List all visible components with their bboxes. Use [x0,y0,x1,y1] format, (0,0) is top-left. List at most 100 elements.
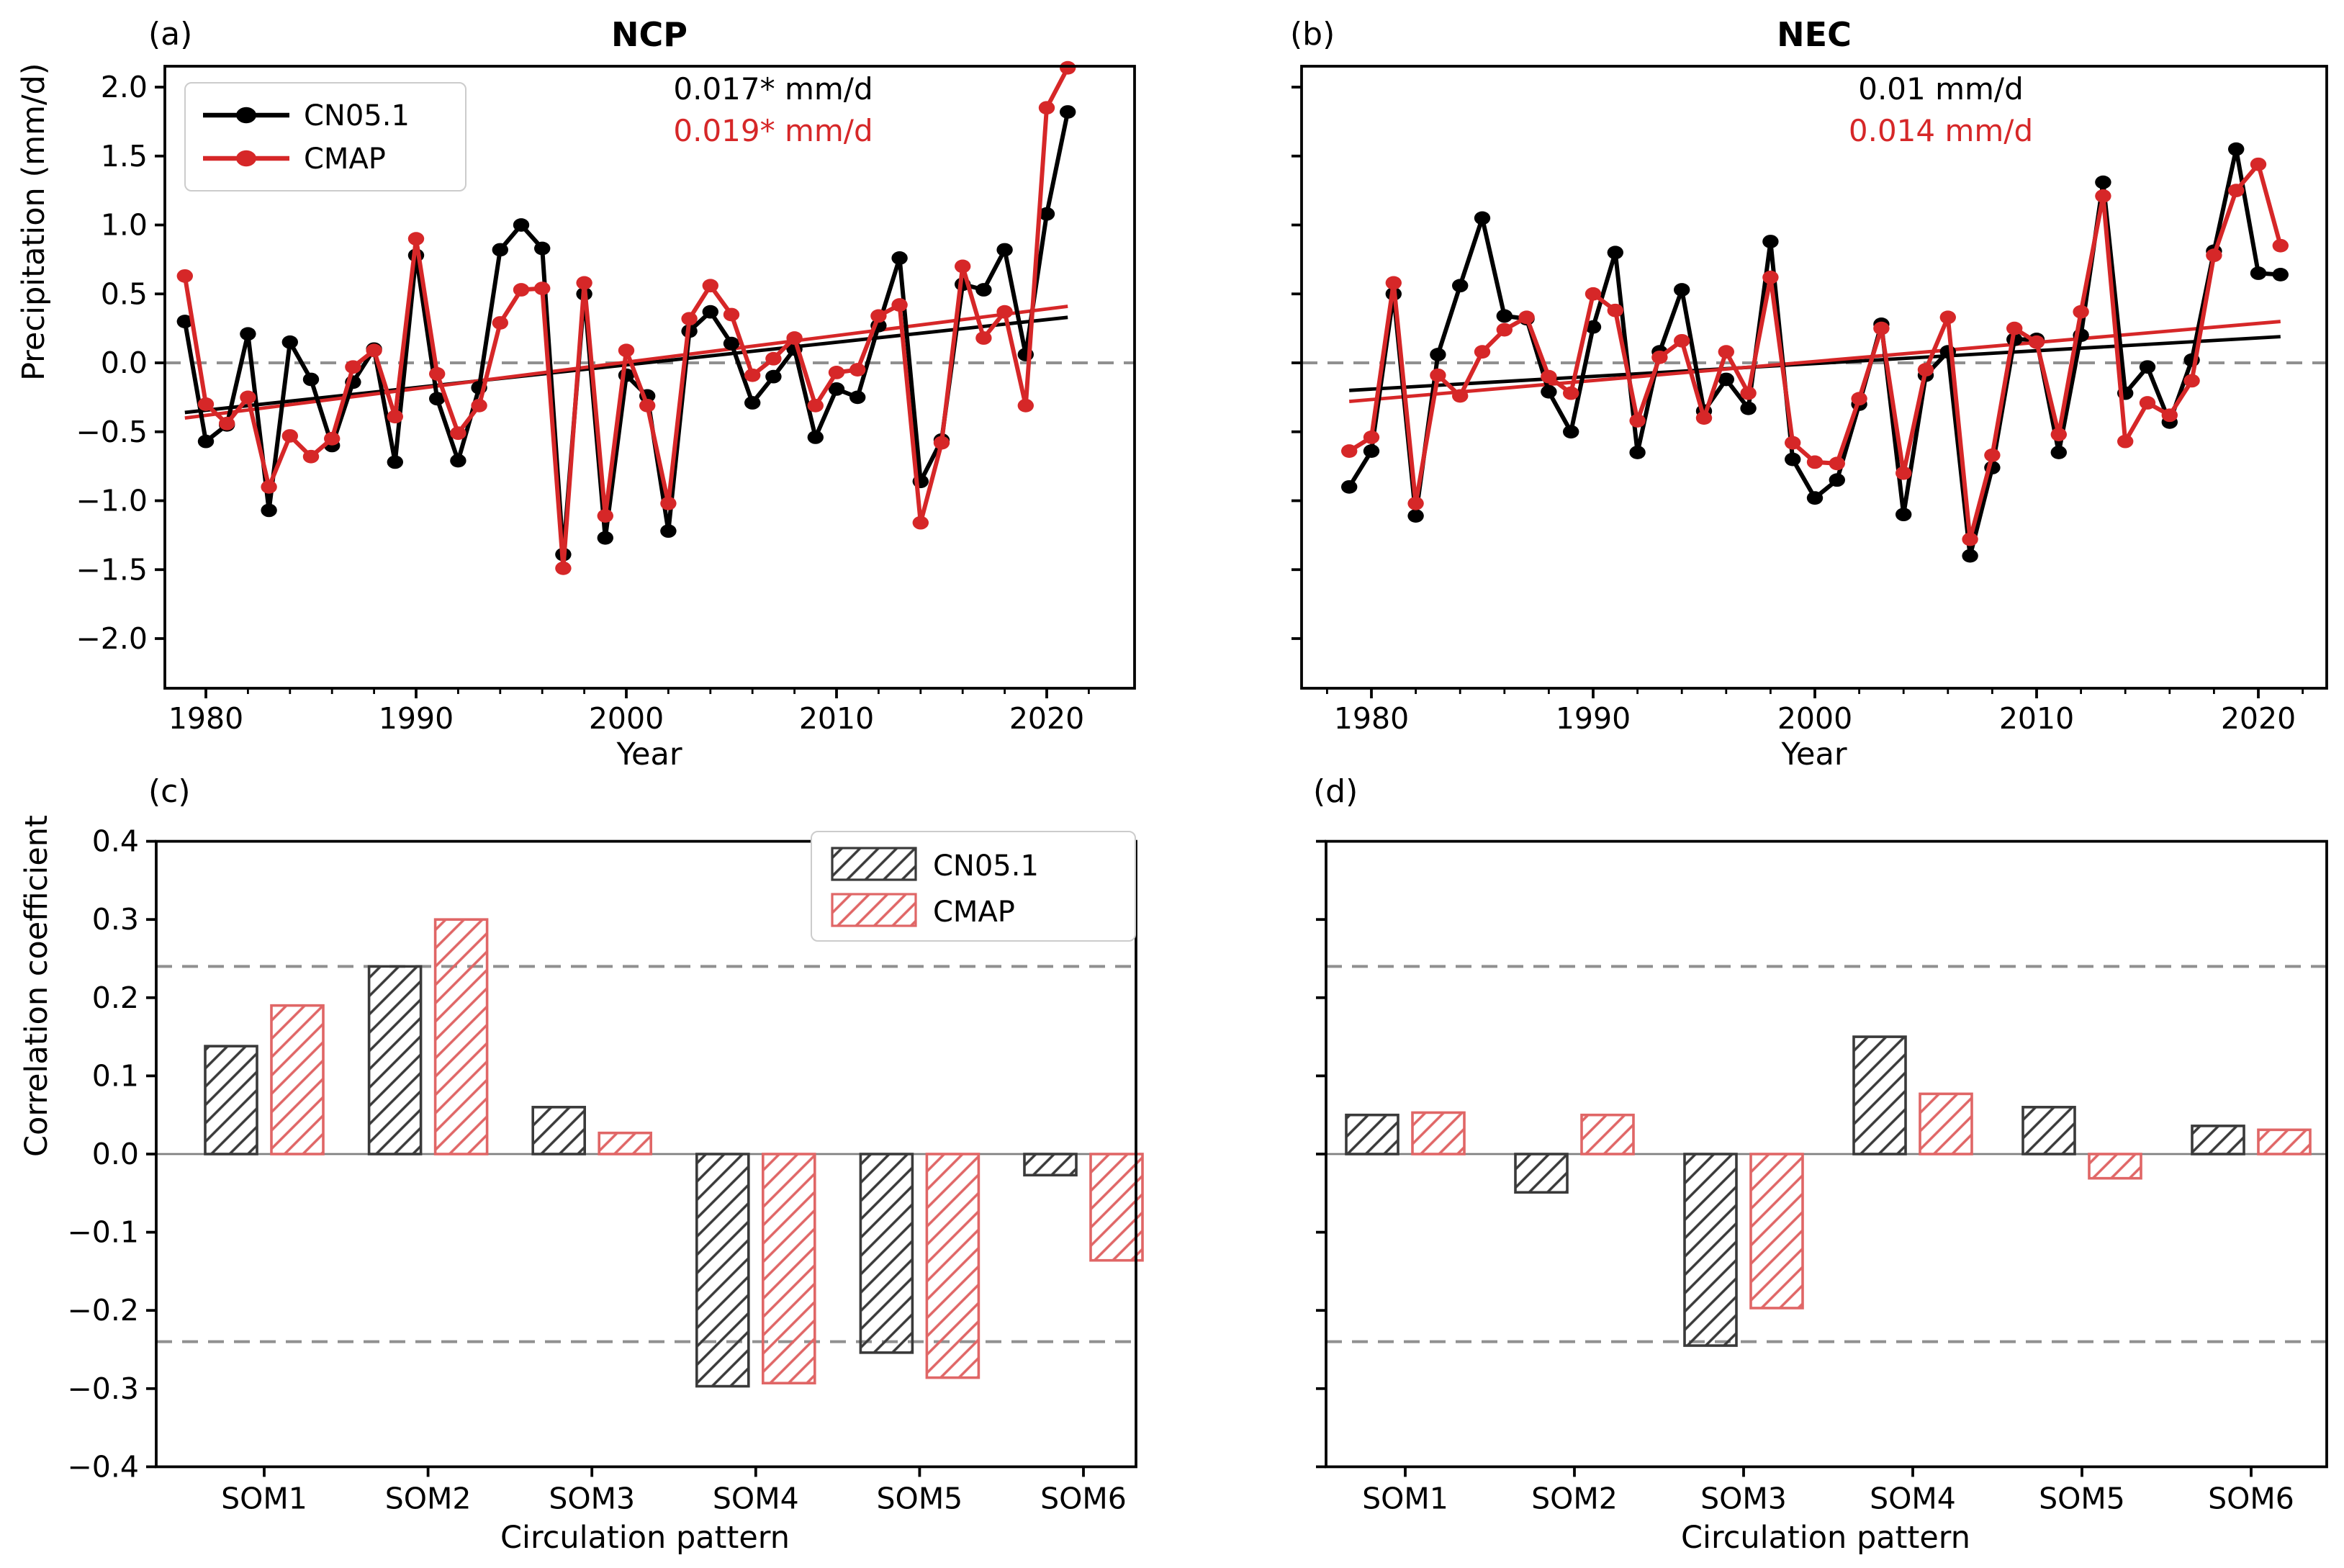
cn051-data-marker [1629,446,1646,459]
cn051-data-marker [2095,175,2111,189]
x-tick-label: SOM4 [713,1481,799,1515]
cmap-data-marker [2139,396,2156,410]
cmap-data-marker [492,316,508,330]
cn051-data-marker [1452,279,1469,293]
panel-c-legend-swatches [831,847,917,927]
cmap-data-marker [2095,189,2111,203]
cn051-data-marker [1038,207,1055,221]
panel-a-legend-swatches [203,107,289,167]
cmap-data-marker [1629,414,1646,428]
panel-a-ylabel: Precipitation (mm/d) [17,63,53,381]
cmap-bar-som1 [270,1004,325,1155]
cn051-data-marker [996,243,1013,257]
cmap-data-marker [1607,303,1623,317]
axes-frame [1325,839,2328,1469]
cmap-data-marker [1785,436,1801,450]
cn051-data-marker [1718,372,1734,387]
cn051-bar-som1 [1345,1113,1399,1155]
cn051-data-marker [302,372,320,387]
cmap-data-marker [744,368,761,382]
cmap-data-marker [1651,350,1668,364]
x-tick-label: 2000 [1777,701,1852,736]
cmap-data-marker [1851,392,1867,406]
x-tick-label: SOM5 [877,1481,963,1515]
x-tick-label: SOM2 [1531,1481,1618,1515]
cn051-data-marker [849,390,866,405]
panel-c-legend-label-cn051: CN05.1 [933,848,1039,883]
y-tick-label: −0.3 [67,1371,139,1406]
cmap-data-marker [849,363,866,377]
cmap-data-marker [933,436,950,450]
y-tick-label: −0.1 [67,1215,139,1250]
cn051-data-marker [1806,491,1824,505]
cn051-data-marker [513,218,530,232]
cmap-bar-som3 [1749,1153,1804,1310]
cmap-data-marker [534,281,551,295]
cmap-data-marker [1038,101,1055,115]
axes-frame [155,839,1137,1469]
y-tick-label: 1.5 [101,139,148,174]
cmap-data-marker [1984,448,2001,462]
cmap-trend-line [1348,320,2281,404]
cmap-data-marker [870,309,887,323]
cn051-data-marker [891,251,908,265]
cmap-bar-som2 [433,918,489,1155]
cn051-data-marker [1674,283,1690,297]
cmap-data-marker [1452,389,1469,403]
y-tick-label: 0.0 [92,1137,139,1171]
cn051-data-marker [660,524,677,539]
cn051-bar-som6 [1023,1153,1078,1177]
cmap-data-marker [723,307,740,322]
x-tick-label: 1980 [1334,701,1409,736]
cmap-data-marker [1430,368,1446,382]
y-tick-label: 0.2 [92,981,139,1015]
cmap-data-marker [2183,374,2200,388]
panel-c-ylabel: Correlation coefficient [19,815,55,1157]
cn051-data-marker [1585,320,1602,334]
cmap-data-marker [1939,310,1956,325]
cmap-data-marker [2250,157,2267,171]
cmap-data-marker [1962,532,1978,546]
legend-cmap-bar-swatch [831,893,917,927]
cn051-data-marker [1962,549,1978,563]
cmap-data-marker [2206,248,2222,263]
cmap-data-marker [597,509,613,523]
cmap-data-marker [471,398,487,413]
y-tick-label: 0.5 [101,276,148,311]
cmap-data-marker [366,343,382,358]
cn051-data-marker [1785,452,1801,467]
cn051-trend-line [1349,335,2281,392]
cmap-data-marker [387,410,403,424]
panel-a-trend-annotation-cmap: 0.019* mm/d [673,114,873,148]
x-tick-label: SOM1 [221,1481,307,1515]
cn051-data-marker [702,305,718,319]
cn051-data-marker [1541,384,1557,399]
cn051-data-marker [1740,401,1757,415]
cmap-data-marker [2161,408,2178,423]
cn051-bar-som3 [1683,1153,1738,1347]
cn051-data-marker [1060,105,1076,119]
cn051-data-marker [2228,142,2245,156]
cn051-data-marker [807,431,824,444]
cmap-data-marker [891,298,908,312]
cmap-bar-som4 [1919,1092,1973,1155]
cn051-bar-som4 [695,1153,750,1388]
cn051-data-marker [1607,245,1623,260]
panel-b-trend-annotation-cmap: 0.014 mm/d [1848,114,2034,148]
y-tick-label: 0.1 [92,1058,139,1093]
cn051-data-marker [1407,509,1424,523]
panel-a-legend-label-cmap: CMAP [304,141,386,176]
cmap-bar-som3 [598,1131,653,1155]
cmap-data-marker [1541,369,1557,384]
cn051-data-marker [828,382,845,396]
cn051-data-marker [1762,235,1779,248]
cmap-data-marker [2050,428,2067,441]
cn051-bar-som2 [367,965,423,1155]
y-tick-label: −1.5 [76,552,148,587]
panel-letter-c: (c) [148,775,191,811]
cmap-data-marker [513,283,530,297]
panel-letter-d: (d) [1313,775,1358,811]
cmap-bar-som1 [1411,1111,1466,1155]
panel-a-legend: CN05.1 CMAP [184,82,466,192]
panel-a-legend-label-cn051: CN05.1 [304,98,410,132]
